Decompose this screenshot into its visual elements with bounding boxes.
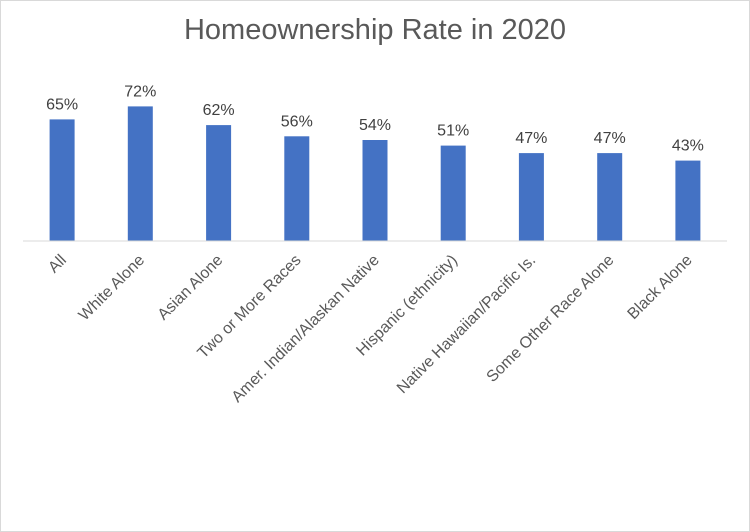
bar-8 (675, 160, 701, 241)
bar-0 (49, 119, 75, 241)
bar-3 (284, 136, 310, 241)
data-labels: 65% 72% 62% 56% 54% 51% 47% 47% 43% (46, 83, 704, 154)
bar-1 (127, 106, 153, 242)
bar-2 (206, 125, 232, 241)
bar-6 (518, 153, 544, 241)
category-label-4: Amer. Indian/Alaskan Native (229, 252, 383, 406)
category-label-0: All (45, 252, 70, 277)
data-label-3: 56% (281, 113, 313, 130)
chart-title: Homeownership Rate in 2020 (183, 14, 567, 46)
data-label-6: 47% (515, 130, 547, 147)
bars (49, 106, 701, 242)
data-label-7: 47% (594, 130, 626, 147)
category-label-6: Native Hawaiian/Pacific Is. (394, 252, 539, 397)
data-label-0: 65% (46, 96, 78, 113)
category-label-8: Black Alone (625, 252, 696, 323)
data-label-5: 51% (437, 123, 469, 140)
data-label-4: 54% (359, 117, 391, 134)
category-label-2: Asian Alone (155, 252, 227, 324)
bar-4 (362, 140, 388, 241)
category-label-1: White Alone (76, 252, 148, 324)
data-label-1: 72% (124, 83, 156, 100)
category-label-7: Some Other Race Alone (483, 252, 617, 386)
bar-5 (440, 145, 466, 241)
data-label-8: 43% (672, 138, 704, 155)
bar-7 (597, 153, 623, 241)
data-label-2: 62% (203, 102, 235, 119)
